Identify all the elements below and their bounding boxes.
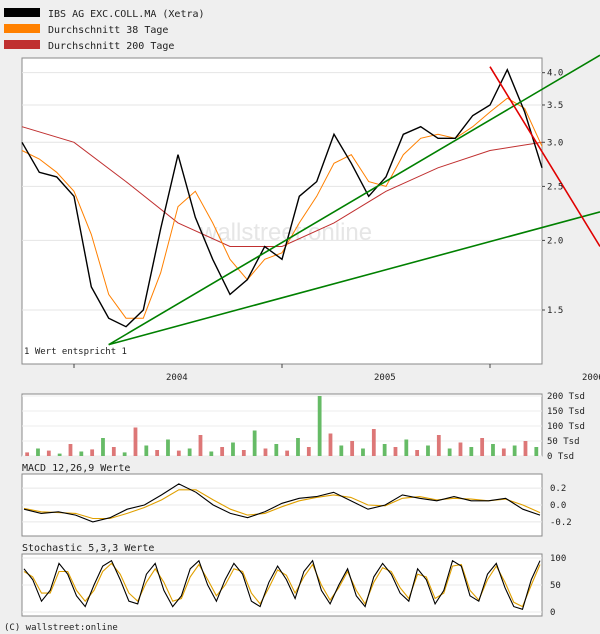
volume-bar — [415, 450, 420, 456]
price-ytick-label: 2.5 — [547, 182, 563, 192]
volume-bar — [306, 447, 311, 456]
macd-series-line-0 — [23, 489, 541, 520]
price-note: 1 Wert entspricht 1 — [24, 347, 127, 357]
volume-bar — [393, 447, 398, 456]
stochastic-series-line-1 — [23, 559, 541, 610]
price-ytick-label: 1.5 — [547, 306, 563, 316]
volume-bar — [252, 430, 257, 456]
volume-bar — [111, 447, 116, 456]
legend-label-ma200: Durchschnitt 200 Tage — [48, 41, 174, 52]
price-ytick-label: 2.0 — [547, 236, 563, 246]
volume-bar — [361, 448, 365, 456]
volume-bar — [241, 450, 246, 456]
price-series-line-0 — [21, 126, 543, 247]
macd-ytick-label: 0.2 — [550, 484, 566, 494]
trendline-0 — [108, 54, 600, 346]
stochastic-ytick-label: 50 — [550, 581, 561, 591]
price-xtick-label: 2006 — [582, 373, 600, 383]
volume-bar — [198, 435, 203, 456]
macd-series-line-1 — [23, 483, 541, 523]
volume-bar — [404, 439, 409, 456]
price-series-line-2 — [21, 67, 543, 328]
macd-ytick-label: 0.0 — [550, 501, 566, 511]
macd-panel: MACD 12,26,9 Werte 0.2 0.0 -0.2 — [21, 463, 572, 537]
volume-bar — [350, 441, 355, 456]
legend-swatch-ma38 — [4, 24, 40, 33]
price-xtick-label: 2004 — [166, 373, 188, 383]
volume-bar — [57, 453, 62, 456]
volume-bar — [426, 445, 430, 456]
legend-label-price: IBS AG EXC.COLL.MA (Xetra) — [48, 9, 205, 20]
volume-bar — [263, 448, 268, 456]
volume-bar — [101, 438, 105, 456]
volume-bar — [209, 451, 214, 456]
macd-title: MACD 12,26,9 Werte — [22, 463, 130, 474]
volume-panel: 200 Tsd 150 Tsd 100 Tsd 50 Tsd 0 Tsd — [21, 392, 585, 462]
volume-bar — [25, 452, 30, 456]
volume-bar — [501, 448, 506, 456]
volume-ytick-label: 100 Tsd — [547, 422, 585, 432]
price-ytick-label: 3.5 — [547, 101, 563, 111]
volume-bar — [458, 442, 463, 456]
price-xtick-label: 2005 — [374, 373, 396, 383]
volume-bar — [436, 435, 441, 456]
volume-bar — [523, 441, 528, 456]
volume-bar — [220, 447, 225, 456]
volume-bar — [382, 444, 387, 456]
price-panel: wallstreet:online 1 Wert entspricht 1 4.… — [21, 54, 600, 383]
price-plot-area — [21, 57, 543, 365]
volume-bar — [144, 445, 149, 456]
trendline-1 — [108, 211, 600, 346]
volume-plot-area — [21, 393, 543, 457]
legend-label-ma38: Durchschnitt 38 Tage — [48, 25, 168, 36]
stochastic-ytick-label: 100 — [550, 554, 566, 564]
volume-bar — [155, 450, 160, 456]
volume-ytick-label: 150 Tsd — [547, 407, 585, 417]
volume-bar — [122, 452, 127, 456]
volume-bar — [46, 450, 51, 456]
volume-bar — [339, 445, 344, 456]
volume-ytick-label: 50 Tsd — [547, 437, 580, 447]
volume-bar — [317, 396, 322, 456]
trendline-2 — [489, 66, 600, 247]
volume-bar — [79, 451, 84, 456]
volume-bar — [166, 439, 170, 456]
volume-ytick-label: 0 Tsd — [547, 452, 574, 462]
volume-bar — [285, 450, 290, 456]
volume-bar — [231, 442, 235, 456]
macd-ytick-label: -0.2 — [550, 518, 572, 528]
volume-bar — [512, 445, 517, 456]
legend-swatch-price — [4, 8, 40, 17]
volume-bar — [176, 450, 181, 456]
volume-bar — [68, 444, 73, 456]
volume-bar — [133, 427, 138, 456]
volume-bar — [274, 444, 279, 456]
volume-bar — [36, 448, 40, 456]
volume-bar — [534, 447, 539, 456]
volume-bar — [187, 448, 192, 456]
watermark: wallstreet:online — [199, 219, 372, 246]
price-ytick-label: 4.0 — [547, 69, 563, 79]
volume-bar — [90, 449, 95, 456]
volume-bar — [328, 433, 333, 456]
volume-bar — [469, 447, 474, 456]
volume-bar — [480, 438, 485, 456]
stochastic-panel: Stochastic 5,3,3 Werte 100 50 0 — [21, 543, 566, 618]
legend-swatch-ma200 — [4, 40, 40, 49]
stochastic-title: Stochastic 5,3,3 Werte — [22, 543, 154, 554]
price-ytick-label: 3.0 — [547, 138, 563, 148]
volume-bar — [491, 444, 495, 456]
footer-copyright: (C) wallstreet:online — [4, 623, 118, 633]
volume-bar — [371, 429, 376, 456]
volume-bar — [296, 438, 300, 456]
volume-ytick-label: 200 Tsd — [547, 392, 585, 402]
legend: IBS AG EXC.COLL.MA (Xetra) Durchschnitt … — [4, 8, 205, 52]
stochastic-ytick-label: 0 — [550, 608, 555, 618]
volume-bar — [447, 448, 452, 456]
